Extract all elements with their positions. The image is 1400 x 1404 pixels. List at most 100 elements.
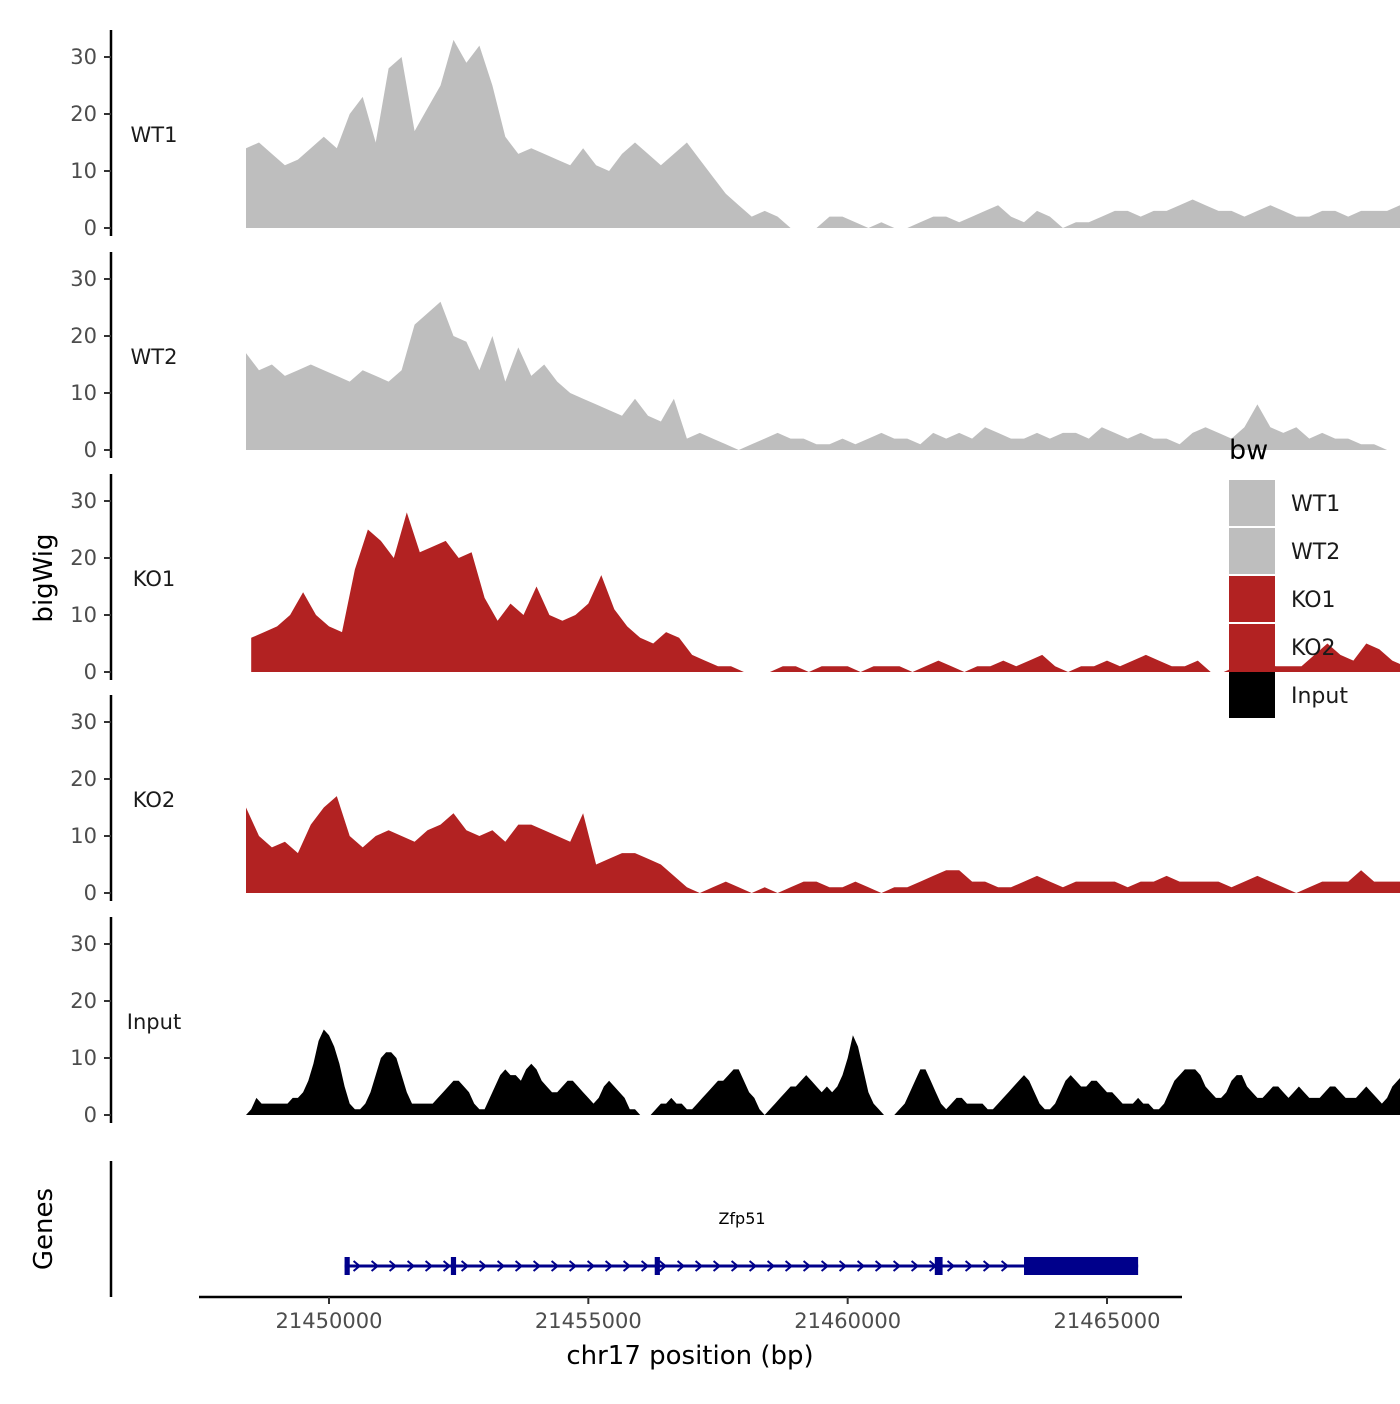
legend-label-ko1: KO1 [1291,588,1336,613]
gene-direction-chevron [478,1260,488,1272]
gene-direction-chevron [514,1260,524,1272]
panel-label: KO1 [133,567,176,591]
y-tick-label: 0 [84,881,97,905]
series-area-wt1 [246,39,1400,228]
legend-label-wt2: WT2 [1291,540,1340,565]
y-tick-label: 0 [84,216,97,240]
gene-direction-chevron [838,1260,848,1272]
x-axis-ticks: 21450000 21455000 21460000 21465000 [276,1297,1161,1333]
gene-exon [1024,1257,1139,1275]
legend-swatch-ko1 [1229,576,1275,622]
y-tick-label: 30 [70,710,97,734]
gene-direction-chevron [496,1260,506,1272]
gene-exon [450,1257,457,1275]
legend-swatch-input [1229,672,1275,718]
gene-exon [344,1257,350,1275]
y-tick-label: 0 [84,660,97,684]
gene-direction-chevron [388,1260,398,1272]
y-tick-label: 20 [70,989,97,1013]
y-tick-label: 30 [70,932,97,956]
panel-ko2: 0 10 20 30 KO2 [70,695,1400,905]
x-tick-label: 21450000 [276,1309,383,1333]
legend-label-input: Input [1291,684,1348,709]
y-tick-label: 20 [70,324,97,348]
gene-direction-chevron [532,1260,542,1272]
gene-direction-chevron [802,1260,812,1272]
legend-swatch-wt1 [1229,480,1275,526]
gene-direction-chevron [820,1260,830,1272]
panel-label: KO2 [133,788,176,812]
gene-direction-chevron [712,1260,722,1272]
y-tick-label: 30 [70,45,97,69]
legend-title: bw [1229,435,1268,466]
gene-direction-chevron [442,1260,452,1272]
gene-direction-chevron [640,1260,650,1272]
gene-direction-chevron [1000,1260,1010,1272]
gene-direction-chevron [550,1260,560,1272]
series-area-ko1 [251,512,1400,672]
gene-exon [654,1257,660,1275]
panel-label: WT1 [131,123,178,147]
gene-direction-chevron [694,1260,704,1272]
gene-direction-chevron [946,1260,956,1272]
gene-direction-chevron [676,1260,686,1272]
y-tick-label: 0 [84,1103,97,1127]
genes-track-title: Genes [29,1188,59,1270]
gene-direction-chevron [910,1260,920,1272]
gene-direction-chevron [658,1260,668,1272]
series-area-input [246,1029,1400,1115]
y-tick-label: 20 [70,546,97,570]
y-tick-label: 10 [70,824,97,848]
y-tick-label: 0 [84,438,97,462]
y-tick-label: 10 [70,159,97,183]
x-tick-label: 21460000 [794,1309,901,1333]
y-tick-label: 10 [70,603,97,627]
y-tick-label: 20 [70,102,97,126]
legend-label-wt1: WT1 [1291,492,1340,517]
gene-direction-chevron [352,1260,362,1272]
y-tick-label: 20 [70,767,97,791]
gene-direction-chevron [964,1260,974,1272]
gene-direction-chevron [784,1260,794,1272]
gene-direction-chevron [982,1260,992,1272]
gene-direction-chevron [406,1260,416,1272]
series-area-ko2 [246,796,1400,893]
panel-label: Input [127,1010,181,1034]
x-tick-label: 21455000 [535,1309,642,1333]
gene-exon [934,1257,943,1275]
x-axis-title: chr17 position (bp) [566,1341,813,1371]
gene-direction-chevron [730,1260,740,1272]
y-tick-label: 30 [70,267,97,291]
gene-direction-chevron [568,1260,578,1272]
gene-direction-chevron [424,1260,434,1272]
y-tick-label: 30 [70,489,97,513]
y-tick-label: 10 [70,381,97,405]
gene-direction-chevron [766,1260,776,1272]
x-tick-label: 21465000 [1054,1309,1161,1333]
gene-direction-chevron [370,1260,380,1272]
y-axis-title: bigWig [29,533,59,622]
panel-wt1: 0 10 20 30 WT1 [70,30,1400,240]
series-area-wt2 [246,301,1400,450]
track-panels: 0 10 20 30 WT1 0 10 20 30 WT2 0 10 20 30 KO1 0 10 20 30 KO2… [70,30,1400,1127]
gene-direction-chevron [874,1260,884,1272]
legend-swatch-ko2 [1229,624,1275,670]
gene-direction-chevron [856,1260,866,1272]
gene-direction-chevron [892,1260,902,1272]
gene-direction-chevron [748,1260,758,1272]
panel-input: 0 10 20 30 Input [70,917,1400,1127]
panel-label: WT2 [131,345,178,369]
panel-ko1: 0 10 20 30 KO1 [70,474,1400,684]
legend-swatch-wt2 [1229,528,1275,574]
legend-label-ko2: KO2 [1291,636,1336,661]
gene-direction-chevron [586,1260,596,1272]
gene-model [344,1257,1139,1275]
y-tick-label: 10 [70,1046,97,1070]
gene-label: Zfp51 [718,1209,765,1228]
legend: WT1 WT2 KO1 KO2 Input [1229,480,1348,718]
panel-wt2: 0 10 20 30 WT2 [70,252,1400,462]
gene-direction-chevron [604,1260,614,1272]
gene-direction-chevron [622,1260,632,1272]
